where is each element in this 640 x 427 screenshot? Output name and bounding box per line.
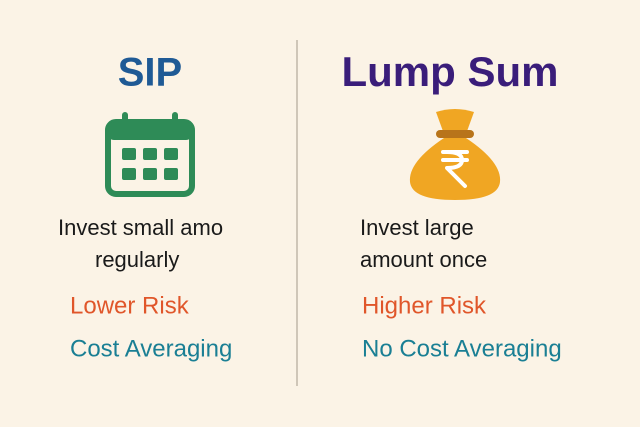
description-line: Invest large (360, 215, 474, 240)
lump-sum-title: Lump Sum (342, 48, 559, 95)
calendar-icon (105, 112, 195, 197)
description-line: Invest small amo (58, 215, 223, 240)
description-line: amount once (360, 247, 487, 272)
risk-point: Lower Risk (70, 292, 190, 319)
averaging-point: Cost Averaging (70, 335, 232, 362)
sip-title: SIP (118, 51, 182, 95)
money-bag-icon (409, 109, 501, 200)
risk-point: Higher Risk (362, 292, 487, 319)
averaging-point: No Cost Averaging (362, 335, 562, 362)
description-line: regularly (95, 247, 179, 272)
